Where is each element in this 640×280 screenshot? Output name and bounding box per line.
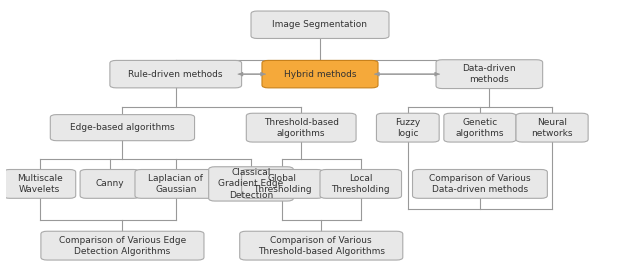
Text: Rule-driven methods: Rule-driven methods — [129, 70, 223, 79]
FancyBboxPatch shape — [80, 169, 140, 198]
Text: Hybrid methods: Hybrid methods — [284, 70, 356, 79]
FancyBboxPatch shape — [209, 167, 293, 201]
Text: Comparison of Various
Data-driven methods: Comparison of Various Data-driven method… — [429, 174, 531, 194]
FancyBboxPatch shape — [251, 11, 389, 38]
Text: Local
Thresholding: Local Thresholding — [332, 174, 390, 194]
Text: Data-driven
methods: Data-driven methods — [463, 64, 516, 84]
Text: Canny: Canny — [95, 179, 124, 188]
Text: Genetic
algorithms: Genetic algorithms — [456, 118, 504, 138]
Text: Multiscale
Wavelets: Multiscale Wavelets — [17, 174, 63, 194]
FancyBboxPatch shape — [41, 231, 204, 260]
FancyBboxPatch shape — [246, 113, 356, 142]
Text: Fuzzy
logic: Fuzzy logic — [395, 118, 420, 138]
FancyBboxPatch shape — [51, 115, 195, 141]
FancyBboxPatch shape — [242, 169, 323, 198]
FancyBboxPatch shape — [262, 60, 378, 88]
FancyBboxPatch shape — [444, 113, 516, 142]
FancyBboxPatch shape — [4, 169, 76, 198]
FancyBboxPatch shape — [240, 231, 403, 260]
Text: Image Segmentation: Image Segmentation — [273, 20, 367, 29]
Text: Global
Thresholding: Global Thresholding — [253, 174, 312, 194]
Text: Comparison of Various
Threshold-based Algorithms: Comparison of Various Threshold-based Al… — [258, 235, 385, 256]
FancyBboxPatch shape — [320, 169, 401, 198]
FancyBboxPatch shape — [413, 169, 547, 198]
FancyBboxPatch shape — [135, 169, 216, 198]
Text: Laplacian of
Gaussian: Laplacian of Gaussian — [148, 174, 203, 194]
FancyBboxPatch shape — [516, 113, 588, 142]
Text: Edge-based algorithms: Edge-based algorithms — [70, 123, 175, 132]
FancyBboxPatch shape — [436, 60, 543, 88]
FancyBboxPatch shape — [376, 113, 439, 142]
Text: Classical
Gradient Edge
Detection: Classical Gradient Edge Detection — [218, 168, 284, 200]
Text: Threshold-based
algorithms: Threshold-based algorithms — [264, 118, 339, 138]
Text: Neural
networks: Neural networks — [531, 118, 573, 138]
FancyBboxPatch shape — [110, 60, 242, 88]
Text: Comparison of Various Edge
Detection Algorithms: Comparison of Various Edge Detection Alg… — [59, 235, 186, 256]
